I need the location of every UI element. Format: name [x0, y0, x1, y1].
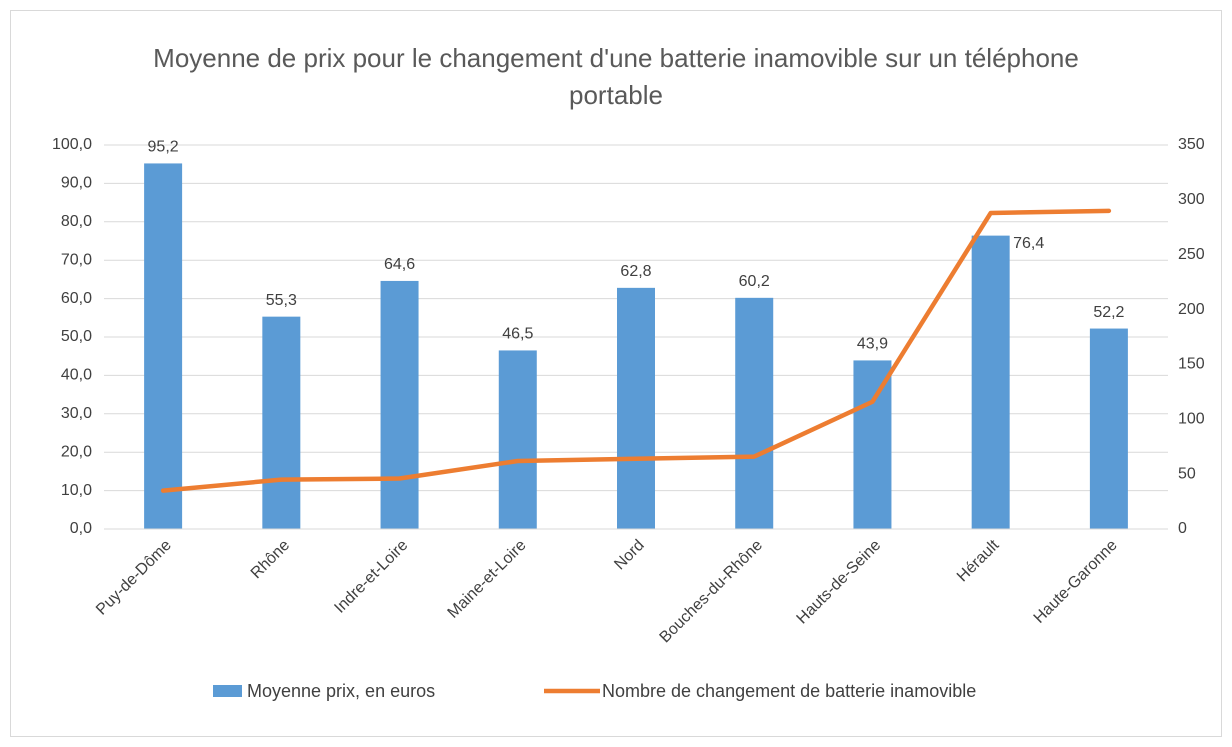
bar: [380, 280, 419, 529]
data-label: 43,9: [857, 336, 888, 353]
y-tick-label: 40,0: [61, 367, 92, 384]
line: [160, 208, 1112, 493]
chart-title: Moyenne de prix pour le changement d'une…: [153, 43, 1079, 110]
y-tick-label: 90,0: [61, 175, 92, 192]
data-label: 55,3: [266, 292, 297, 309]
y-tick-label: 60,0: [61, 290, 92, 307]
y-tick-label: 100,0: [52, 136, 92, 153]
y-tick-label: 0,0: [70, 520, 92, 537]
y-tick-label: 70,0: [61, 251, 92, 268]
data-label: 52,2: [1093, 304, 1124, 321]
data-label: 60,2: [739, 273, 770, 290]
bar: [144, 163, 183, 529]
legend-label: Moyenne prix, en euros: [247, 681, 435, 701]
bar: [498, 350, 537, 529]
bar: [262, 316, 301, 529]
y2-tick-label: 150: [1178, 356, 1205, 373]
chart-border: [10, 10, 1222, 737]
y2-tick-label: 300: [1178, 191, 1205, 208]
data-label: 95,2: [148, 139, 179, 156]
y-tick-label: 50,0: [61, 328, 92, 345]
y-tick-label: 20,0: [61, 443, 92, 460]
data-label: 62,8: [620, 263, 651, 280]
y2-tick-label: 200: [1178, 301, 1205, 318]
y-tick-label: 80,0: [61, 213, 92, 230]
y2-tick-label: 0: [1178, 520, 1187, 537]
data-label: 46,5: [502, 326, 533, 343]
bar: [1089, 328, 1128, 529]
y2-tick-label: 350: [1178, 136, 1205, 153]
data-label: 76,4: [1013, 235, 1044, 252]
y-tick-label: 30,0: [61, 405, 92, 422]
y2-tick-label: 50: [1178, 465, 1196, 482]
bar: [735, 297, 774, 529]
legend-swatch: [213, 685, 242, 697]
bar: [617, 287, 655, 529]
data-label: 64,6: [384, 256, 415, 273]
bar: [971, 235, 1010, 529]
y2-tick-label: 250: [1178, 246, 1205, 263]
legend-label: Nombre de changement de batterie inamovi…: [602, 681, 976, 701]
bar: [853, 360, 892, 529]
y2-tick-label: 100: [1178, 411, 1205, 428]
y-tick-label: 10,0: [61, 482, 92, 499]
